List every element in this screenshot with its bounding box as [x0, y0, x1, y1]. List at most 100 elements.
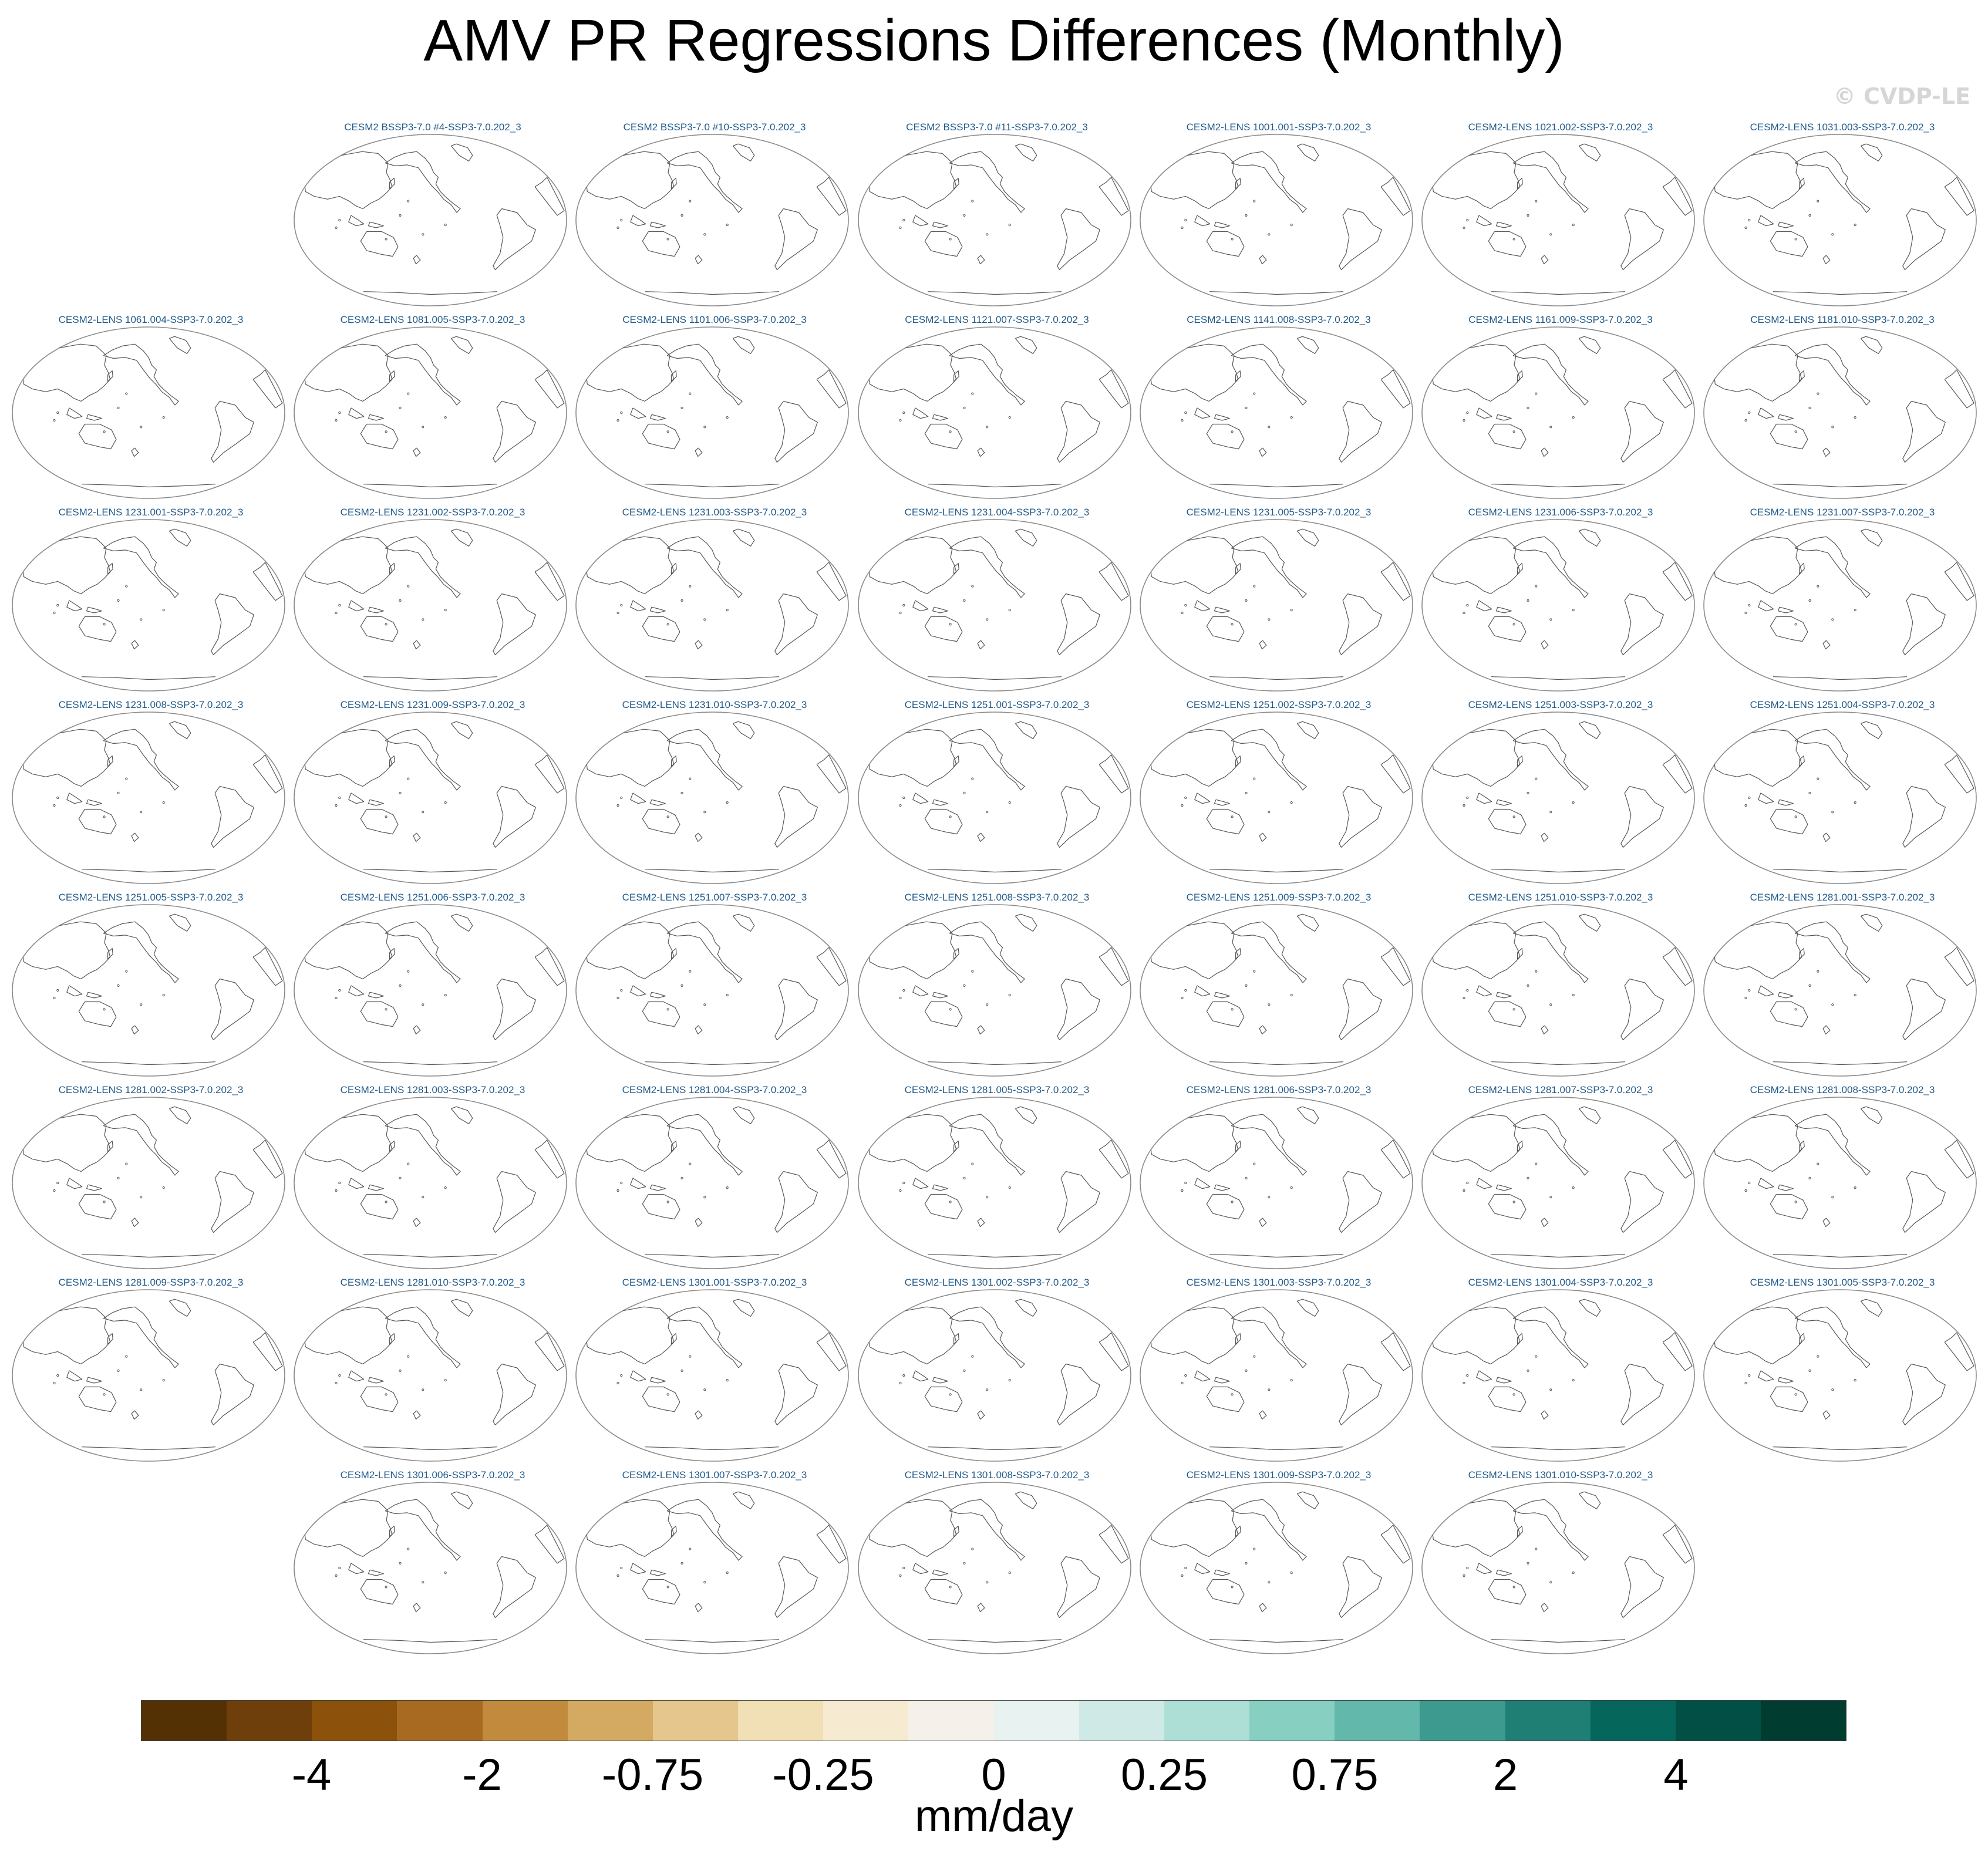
island	[1748, 603, 1751, 607]
coastline	[1773, 1446, 1908, 1451]
map-panel: CESM2-LENS 1301.006-SSP3-7.0.202_3	[292, 1469, 574, 1656]
panel-label: CESM2-LENS 1281.008-SSP3-7.0.202_3	[1750, 1084, 1935, 1095]
coastline	[66, 793, 83, 804]
coastline	[1259, 1218, 1267, 1228]
island	[1463, 226, 1465, 230]
coastline	[912, 600, 929, 612]
coastline	[1944, 369, 1974, 409]
map-border	[1703, 134, 1977, 306]
watermark: © CVDP-LE	[1833, 83, 1970, 109]
island	[949, 238, 952, 241]
island	[1008, 1572, 1011, 1574]
island	[620, 411, 623, 414]
coastline	[1380, 177, 1411, 216]
island	[1466, 603, 1469, 607]
map-border	[575, 1289, 849, 1462]
coastline	[363, 1639, 498, 1643]
island	[1512, 1393, 1515, 1396]
island	[726, 801, 729, 804]
island	[338, 218, 341, 222]
coastline	[1057, 785, 1100, 848]
island	[56, 989, 59, 992]
colorbar-segment	[1079, 1701, 1164, 1741]
island	[680, 599, 683, 602]
coastline	[774, 1556, 818, 1618]
coastline	[695, 832, 703, 842]
coastline	[1476, 793, 1492, 804]
map-border	[294, 1482, 567, 1654]
world-map	[858, 1289, 1131, 1462]
map-border	[1421, 1482, 1695, 1654]
coastline	[924, 423, 963, 450]
island	[963, 1369, 966, 1372]
island	[444, 609, 447, 612]
island	[1463, 1381, 1465, 1385]
coastline	[1476, 407, 1492, 419]
colorbar-segment	[397, 1701, 483, 1741]
coastline	[1259, 447, 1267, 457]
coastline	[389, 947, 395, 960]
coastline	[953, 1525, 959, 1537]
coastline	[107, 947, 113, 960]
coastline	[645, 869, 780, 873]
coastline	[1822, 1218, 1831, 1228]
island	[1466, 989, 1469, 992]
coastline	[1432, 729, 1521, 787]
island	[1549, 1388, 1552, 1391]
island	[666, 815, 669, 818]
coastline	[1380, 1332, 1411, 1371]
island	[1268, 811, 1271, 814]
panel-label: CESM2-LENS 1281.010-SSP3-7.0.202_3	[340, 1277, 525, 1288]
island	[1831, 233, 1834, 236]
colorbar-segment	[567, 1701, 653, 1741]
coastline	[389, 562, 395, 575]
coastline	[107, 562, 113, 575]
island	[986, 1388, 989, 1391]
map-border	[858, 326, 1131, 499]
island	[117, 984, 120, 987]
map-border	[1140, 1097, 1413, 1269]
map-border	[858, 1097, 1131, 1269]
island	[422, 1003, 424, 1006]
island	[620, 218, 623, 222]
island	[335, 1381, 338, 1385]
island	[963, 599, 966, 602]
coastline	[1209, 1446, 1344, 1451]
coastline	[645, 1254, 780, 1258]
island	[986, 426, 989, 429]
coastline	[1758, 985, 1774, 997]
coastline	[1495, 992, 1512, 999]
island	[703, 426, 706, 429]
coastline	[1512, 921, 1589, 983]
world-map	[1703, 711, 1977, 884]
island	[1808, 984, 1811, 987]
panel-label: CESM2-LENS 1281.005-SSP3-7.0.202_3	[904, 1084, 1090, 1095]
coastline	[924, 808, 963, 835]
map-border	[858, 711, 1131, 884]
island	[963, 406, 966, 409]
panel-label: CESM2-LENS 1161.009-SSP3-7.0.202_3	[1468, 314, 1653, 325]
coastline	[1495, 1377, 1512, 1384]
island	[726, 994, 729, 997]
coastline	[932, 606, 948, 613]
coastline	[1794, 343, 1871, 406]
colorbar-segment	[141, 1701, 227, 1741]
coastline	[169, 721, 191, 740]
coastline	[66, 985, 83, 997]
coastline	[1231, 1499, 1307, 1561]
panel-label: CESM2-LENS 1231.007-SSP3-7.0.202_3	[1750, 507, 1935, 518]
world-map	[12, 519, 285, 692]
map-panel: CESM2-LENS 1021.002-SSP3-7.0.202_3	[1420, 122, 1701, 308]
world-map	[1421, 904, 1695, 1077]
world-map	[1703, 1097, 1977, 1269]
island	[1253, 777, 1256, 780]
coastline	[1517, 562, 1523, 575]
map-panel: CESM2-LENS 1251.008-SSP3-7.0.202_3	[856, 892, 1138, 1078]
coastline	[534, 562, 565, 601]
map-panel: CESM2-LENS 1301.004-SSP3-7.0.202_3	[1420, 1277, 1701, 1464]
coastline	[1214, 992, 1230, 999]
island	[103, 1201, 106, 1203]
coastline	[1015, 913, 1037, 932]
coastline	[774, 593, 818, 655]
coastline	[670, 1333, 677, 1345]
